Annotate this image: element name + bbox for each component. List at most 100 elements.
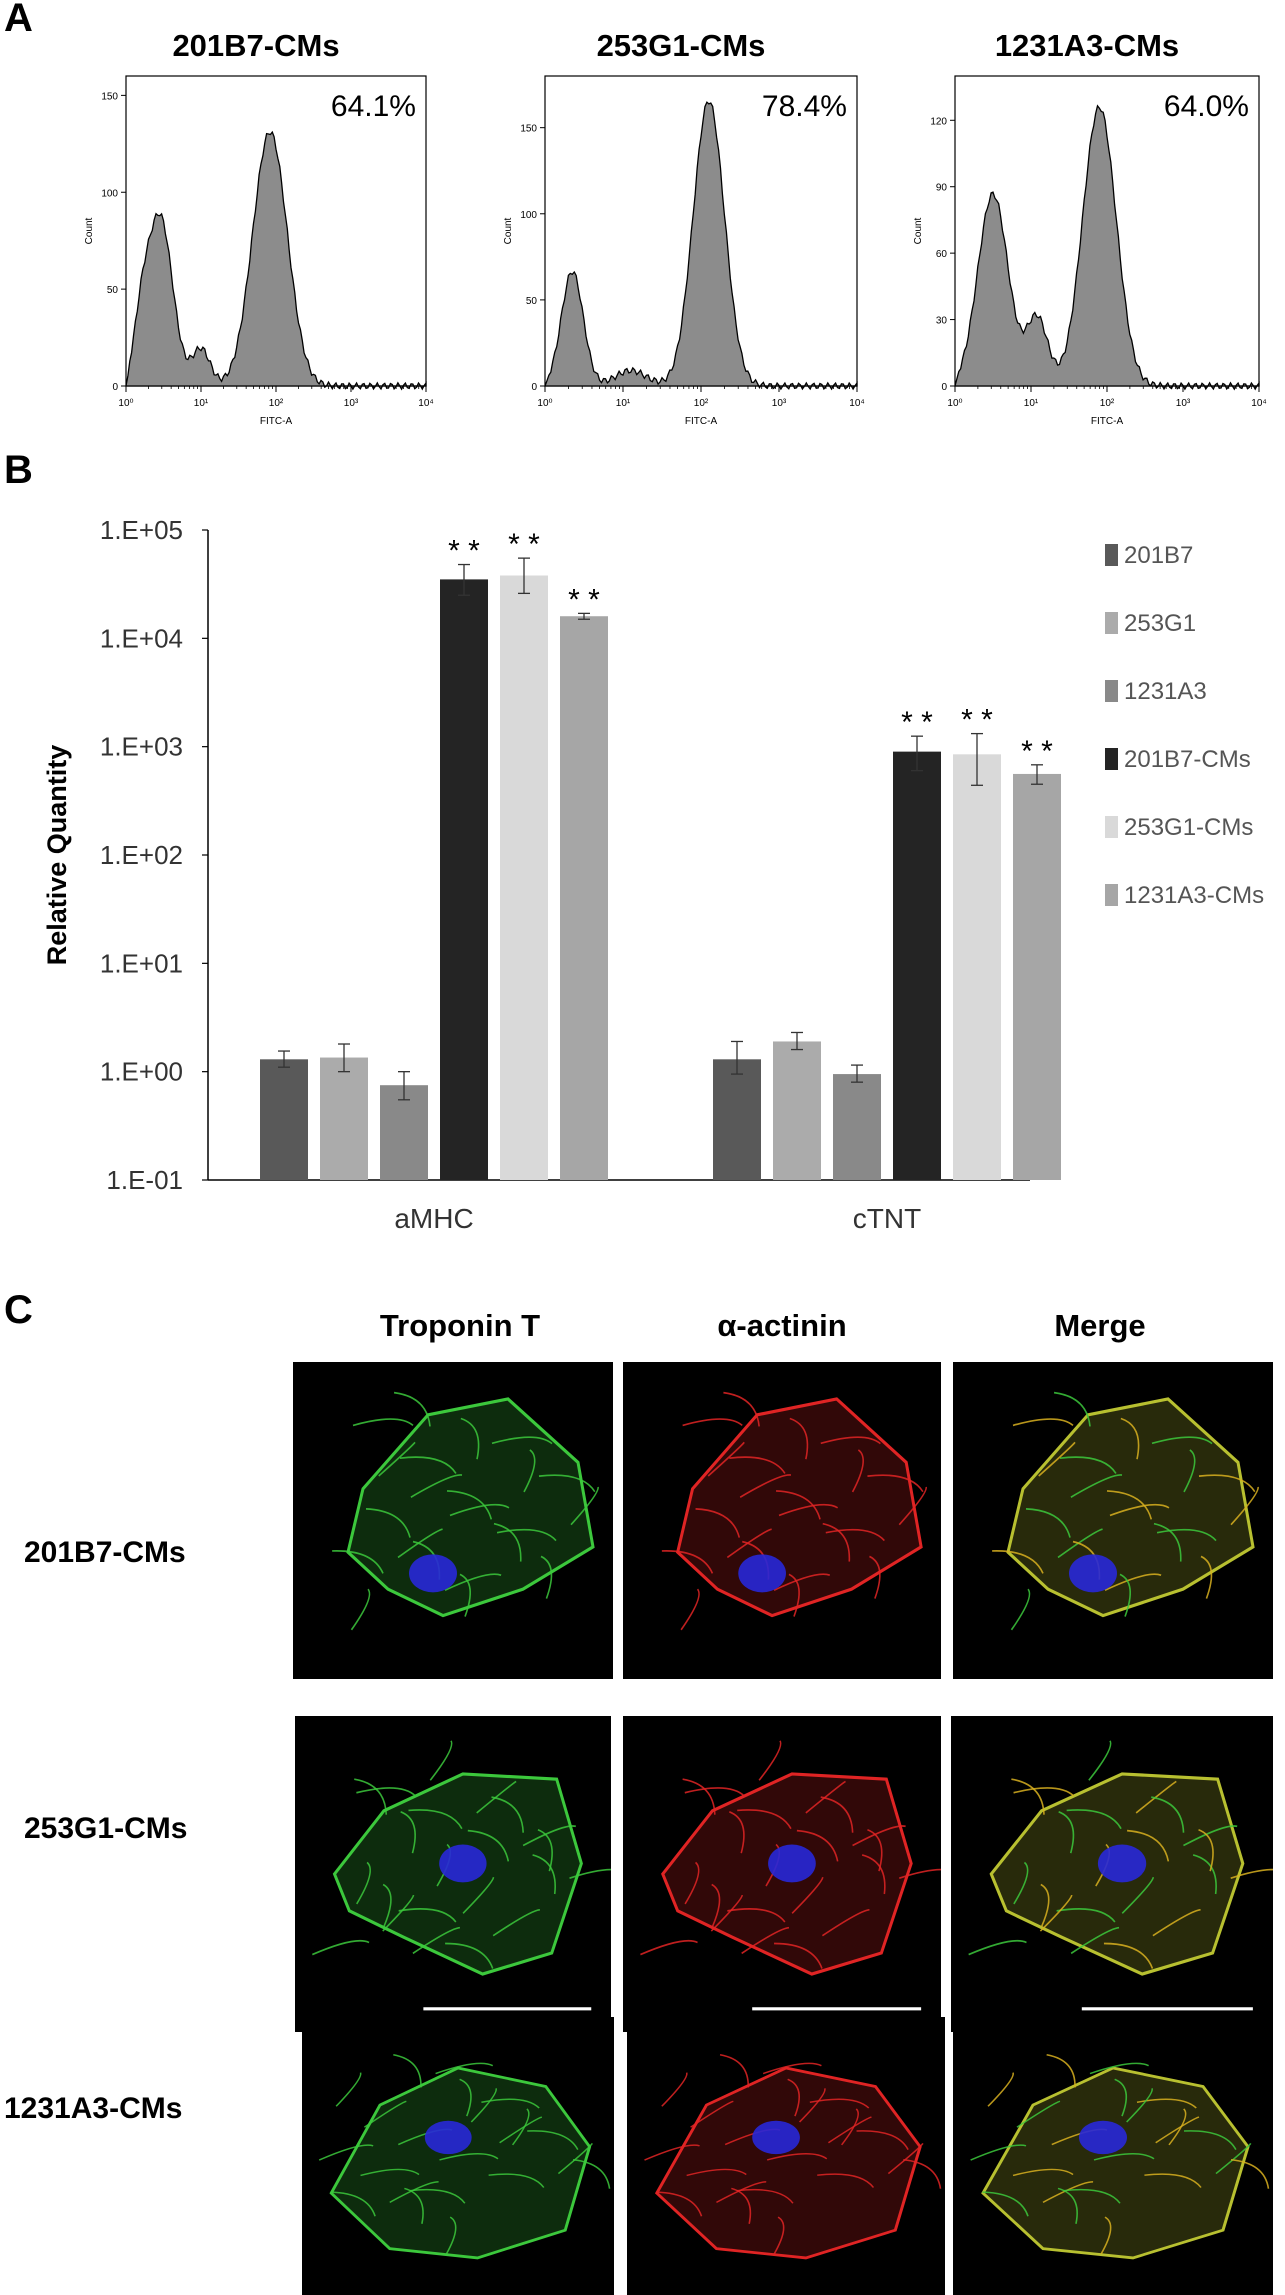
fiber <box>499 2116 543 2144</box>
histogram-xlabel: FITC-A <box>685 416 718 427</box>
fiber <box>491 1436 553 1445</box>
fiber <box>1103 1942 1154 1969</box>
x-tick-label: 10³ <box>344 398 359 409</box>
fiber <box>459 1573 471 1617</box>
y-tick-label: 100 <box>101 188 118 199</box>
fiber <box>1056 1908 1116 1923</box>
fiber <box>1230 1868 1273 1880</box>
fiber <box>773 2216 785 2255</box>
histogram-title: 1231A3-CMs <box>994 28 1180 63</box>
micrograph-image <box>968 1740 1273 2011</box>
fiber <box>762 2062 822 2075</box>
fiber <box>805 1780 846 1814</box>
category-label-ctnt: cTNT <box>853 1203 921 1234</box>
y-tick-label: 1.E+05 <box>100 515 183 545</box>
fiber <box>731 2187 752 2224</box>
column-header-alpha-actinin: α-actinin <box>717 1308 847 1343</box>
fiber <box>1200 1555 1213 1599</box>
fiber <box>481 2098 540 2109</box>
fiber <box>1168 2108 1187 2146</box>
fiber <box>729 1456 786 1474</box>
fiber <box>1106 1490 1153 1520</box>
histogram-percent: 64.0% <box>1164 90 1249 123</box>
fiber <box>318 2144 374 2161</box>
fiber <box>1198 1828 1214 1872</box>
fiber <box>737 1809 792 1830</box>
category-label-amhc: aMHC <box>394 1203 473 1234</box>
fiber <box>820 1796 854 1833</box>
fiber <box>661 2072 688 2107</box>
micrograph-image <box>970 2054 1270 2260</box>
fiber <box>640 1939 698 1956</box>
micrograph-merge-row-2 <box>951 1716 1273 2032</box>
bar-253g1-ctnt <box>773 1041 821 1180</box>
y-tick-label: 100 <box>520 210 537 221</box>
fiber <box>729 1811 745 1854</box>
fiber <box>527 2130 579 2150</box>
fiber <box>572 2158 611 2189</box>
micrograph-image <box>312 1740 611 2011</box>
fiber <box>682 1778 716 1815</box>
fiber <box>400 1811 416 1854</box>
bar-253g1-amhc <box>320 1057 368 1180</box>
fiber <box>382 1894 415 1932</box>
fiber <box>1183 1449 1196 1493</box>
fiber <box>827 2116 872 2144</box>
fiber <box>788 1573 800 1617</box>
fiber <box>462 1876 495 1914</box>
fiber <box>809 2098 870 2109</box>
fiber <box>787 2078 800 2117</box>
histogram-plot: 0 50 100 150 10⁰ 10¹ 10² 10³ 10⁴ Count FITC-A 78.4% <box>503 75 865 427</box>
bar-253g1-cms-amhc <box>500 575 548 1180</box>
y-tick-label: 60 <box>936 249 948 260</box>
y-tick-label: 0 <box>531 382 537 393</box>
fiber <box>476 1780 517 1814</box>
nucleus <box>1079 2120 1127 2155</box>
fiber <box>1198 1474 1256 1493</box>
fiber <box>378 1441 416 1477</box>
y-tick-label: 90 <box>936 183 948 194</box>
fiber <box>1230 1486 1259 1526</box>
row-label-253g1-cms: 253G1-CMs <box>24 1812 188 1845</box>
fiber <box>312 1939 370 1956</box>
fiber <box>1192 1854 1217 1895</box>
fiber <box>470 2088 497 2123</box>
fiber <box>491 1796 524 1833</box>
fiber <box>825 1528 885 1542</box>
fiber <box>446 1490 493 1520</box>
fiber <box>356 1787 417 1797</box>
legend-label: 253G1 <box>1124 610 1196 637</box>
fiber <box>970 2144 1027 2161</box>
micrograph-troponin-t-row-1 <box>293 1362 613 1679</box>
fiber <box>332 1550 384 1574</box>
histogram-percent: 64.1% <box>331 90 416 123</box>
x-tick-label: 10¹ <box>1024 398 1039 409</box>
x-tick-label: 10³ <box>1176 398 1191 409</box>
histogram-area <box>544 101 858 391</box>
fiber <box>363 2100 407 2128</box>
histogram-xlabel: FITC-A <box>1091 416 1124 427</box>
fiber <box>852 1825 906 1847</box>
fiber <box>412 1926 461 1955</box>
fiber <box>1012 2168 1074 2177</box>
fiber <box>898 1486 927 1526</box>
fiber <box>1119 1573 1131 1617</box>
histogram-title: 201B7-CMs <box>172 28 340 63</box>
fiber <box>1230 2158 1270 2189</box>
fiber <box>982 2191 1029 2217</box>
nucleus <box>409 1554 457 1593</box>
y-tick-label: 1.E+04 <box>100 623 183 653</box>
fiber <box>352 1418 414 1427</box>
fiber <box>1012 1418 1074 1427</box>
fiber <box>449 1503 510 1517</box>
fiber <box>1109 1503 1170 1517</box>
fiber <box>821 1908 870 1937</box>
cell-outline <box>329 2066 592 2260</box>
fiber <box>393 1391 431 1427</box>
fiber <box>1144 2173 1202 2188</box>
y-tick-label: 1.E-01 <box>106 1165 183 1195</box>
fiber <box>1038 1441 1076 1477</box>
x-tick-label: 10⁴ <box>849 398 864 409</box>
nucleus <box>738 1554 786 1593</box>
fiber <box>1058 1811 1075 1854</box>
